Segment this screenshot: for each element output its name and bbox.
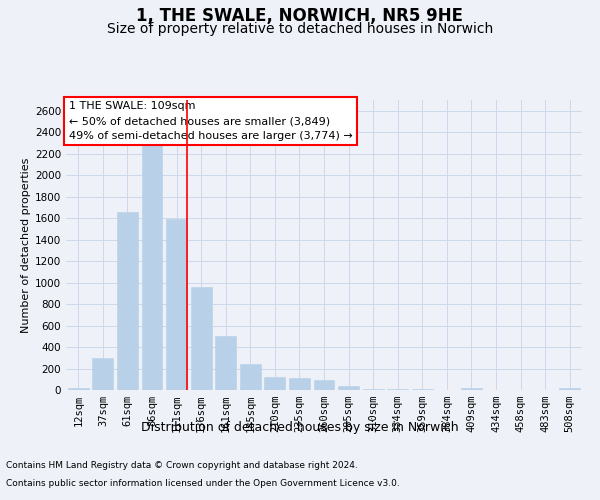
Bar [461, 388, 482, 390]
Text: Size of property relative to detached houses in Norwich: Size of property relative to detached ho… [107, 22, 493, 36]
Y-axis label: Number of detached properties: Number of detached properties [21, 158, 31, 332]
Bar [338, 386, 359, 390]
Text: 1, THE SWALE, NORWICH, NR5 9HE: 1, THE SWALE, NORWICH, NR5 9HE [137, 8, 464, 26]
Bar [92, 358, 113, 390]
Bar [387, 389, 408, 390]
Bar [240, 364, 261, 390]
Bar [117, 212, 138, 390]
Text: Contains HM Land Registry data © Crown copyright and database right 2024.: Contains HM Land Registry data © Crown c… [6, 461, 358, 470]
Text: Distribution of detached houses by size in Norwich: Distribution of detached houses by size … [141, 421, 459, 434]
Bar [191, 288, 212, 390]
Bar [68, 388, 89, 390]
Bar [265, 377, 286, 390]
Bar [142, 145, 163, 390]
Bar [166, 219, 187, 390]
Bar [314, 380, 334, 390]
Text: Contains public sector information licensed under the Open Government Licence v3: Contains public sector information licen… [6, 478, 400, 488]
Text: 1 THE SWALE: 109sqm
← 50% of detached houses are smaller (3,849)
49% of semi-det: 1 THE SWALE: 109sqm ← 50% of detached ho… [68, 102, 352, 141]
Bar [559, 388, 580, 390]
Bar [289, 378, 310, 390]
Bar [215, 336, 236, 390]
